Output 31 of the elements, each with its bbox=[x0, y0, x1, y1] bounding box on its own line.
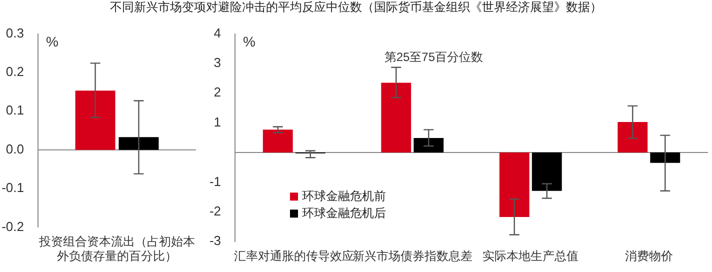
y-axis-title: % bbox=[243, 34, 256, 50]
y-tick-label: 4 bbox=[214, 25, 221, 40]
bar bbox=[618, 122, 648, 153]
bar bbox=[381, 82, 412, 153]
y-axis-title: % bbox=[46, 34, 58, 50]
y-tick-label: -2 bbox=[209, 203, 221, 218]
y-tick-label: 0.2 bbox=[6, 64, 24, 80]
y-tick-label: 0.1 bbox=[6, 102, 24, 118]
x-tick-label: 消费物价 bbox=[624, 249, 673, 264]
y-tick-label: 0.0 bbox=[6, 141, 24, 156]
y-tick-label: -0.1 bbox=[2, 180, 24, 196]
bar bbox=[650, 152, 680, 163]
annotation: 第25至75百分位数 bbox=[384, 50, 484, 64]
bar bbox=[499, 152, 530, 217]
bar bbox=[414, 138, 444, 153]
y-tick-label: 3 bbox=[214, 55, 221, 70]
bar bbox=[262, 130, 293, 153]
y-tick-label: -1 bbox=[209, 174, 221, 189]
text: 不同新兴市场变项对避险冲击的平均反应中位数（国际货币基金组织《世界经济展望》数据） bbox=[109, 0, 603, 14]
y-tick-label: 1 bbox=[214, 114, 221, 130]
y-tick-label: 0.3 bbox=[6, 25, 24, 40]
x-tick-label: 实际本地生产总值 bbox=[482, 249, 579, 264]
bar bbox=[532, 152, 562, 191]
y-tick-label: -0.2 bbox=[2, 218, 24, 234]
y-tick-label: -3 bbox=[209, 233, 221, 248]
y-tick-label: 2 bbox=[214, 84, 221, 100]
x-tick-label: 新兴市场债券指数息差 bbox=[352, 249, 472, 264]
legend-label: 环球金融危机后 bbox=[302, 206, 386, 220]
x-tick-label: 投资组合资本流出（占初始本外负债存量的百分比） bbox=[38, 234, 195, 264]
legend-label: 环球金融危机前 bbox=[302, 188, 386, 203]
x-tick-label: 汇率对通胀的传导效应 bbox=[234, 249, 354, 264]
